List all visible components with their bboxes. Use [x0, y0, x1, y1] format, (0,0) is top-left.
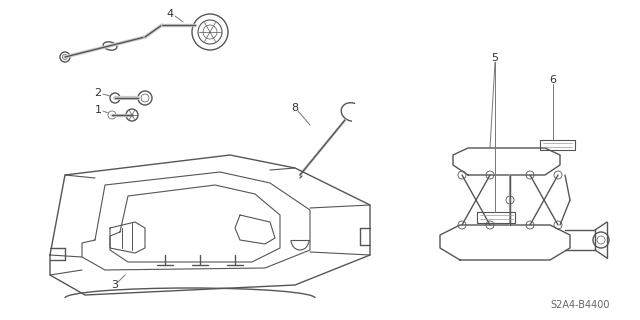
Text: S2A4-B4400: S2A4-B4400: [550, 300, 610, 310]
Text: 5: 5: [492, 53, 499, 63]
Circle shape: [198, 20, 222, 44]
Text: 3: 3: [111, 280, 118, 290]
Text: 2: 2: [95, 88, 102, 98]
Text: 6: 6: [550, 75, 557, 85]
Circle shape: [203, 25, 217, 39]
Text: 8: 8: [291, 103, 299, 113]
Text: 4: 4: [166, 9, 173, 19]
Circle shape: [192, 14, 228, 50]
Ellipse shape: [103, 42, 117, 50]
Text: 1: 1: [95, 105, 102, 115]
